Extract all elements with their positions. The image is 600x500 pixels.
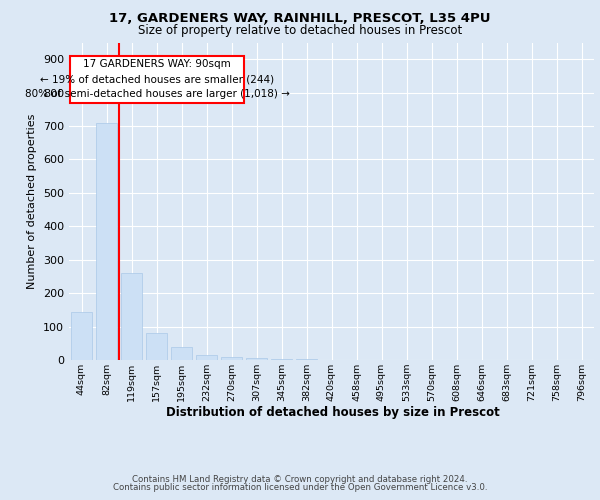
Text: Size of property relative to detached houses in Prescot: Size of property relative to detached ho… <box>138 24 462 37</box>
Bar <box>221 358 242 360</box>
Y-axis label: Number of detached properties: Number of detached properties <box>28 114 37 289</box>
Bar <box>271 359 292 360</box>
FancyBboxPatch shape <box>70 56 244 102</box>
Bar <box>246 358 267 360</box>
Bar <box>121 273 142 360</box>
Text: Contains HM Land Registry data © Crown copyright and database right 2024.: Contains HM Land Registry data © Crown c… <box>132 475 468 484</box>
Text: Contains public sector information licensed under the Open Government Licence v3: Contains public sector information licen… <box>113 484 487 492</box>
Text: 17, GARDENERS WAY, RAINHILL, PRESCOT, L35 4PU: 17, GARDENERS WAY, RAINHILL, PRESCOT, L3… <box>109 12 491 26</box>
Bar <box>196 355 217 360</box>
Text: 17 GARDENERS WAY: 90sqm
← 19% of detached houses are smaller (244)
80% of semi-d: 17 GARDENERS WAY: 90sqm ← 19% of detache… <box>25 60 290 99</box>
Bar <box>96 122 117 360</box>
Bar <box>71 312 92 360</box>
Bar <box>146 334 167 360</box>
Bar <box>171 346 192 360</box>
Text: Distribution of detached houses by size in Prescot: Distribution of detached houses by size … <box>166 406 500 419</box>
